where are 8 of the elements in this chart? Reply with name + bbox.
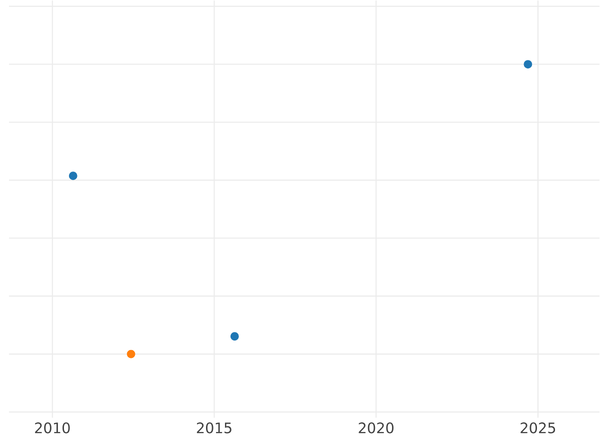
x-tick-label: 2025 [520,422,556,434]
point [126,350,136,358]
x-tick-label: 2015 [196,422,232,434]
x-tick-label: 2020 [358,422,394,434]
point [524,60,532,68]
x-tick-label: 2010 [35,422,70,434]
point [68,171,78,180]
point [230,332,239,340]
